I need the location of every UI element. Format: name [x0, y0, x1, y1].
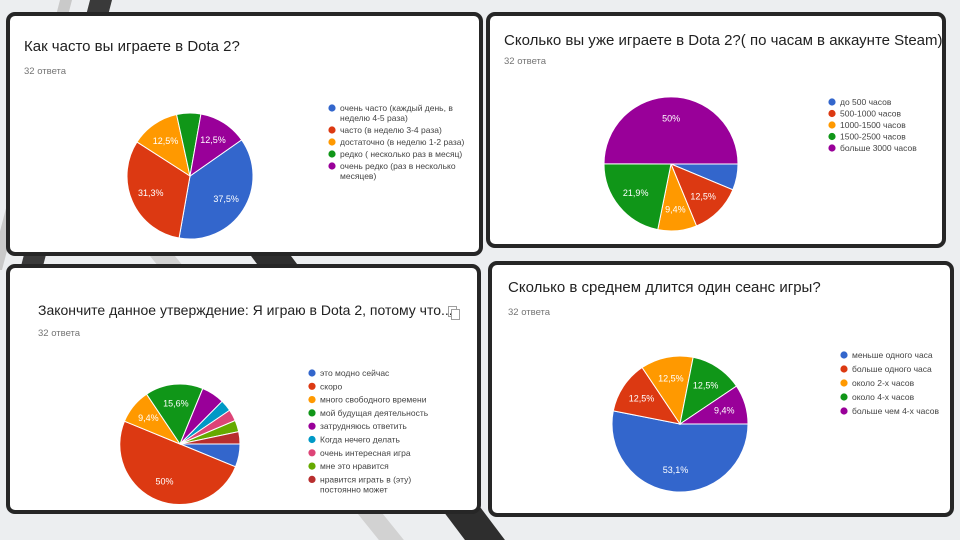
legend-entry: около 4-х часов	[852, 392, 915, 402]
slice-label: 9,4%	[665, 204, 686, 214]
legend-swatch	[328, 162, 336, 170]
legend-swatch	[840, 393, 848, 401]
pie-slice	[678, 385, 749, 425]
pie-slice	[611, 410, 749, 493]
pie-slice	[119, 420, 237, 506]
legend-entry: очень интересная игра	[320, 448, 411, 458]
response-count: 32 ответа	[504, 56, 547, 67]
response-count: 32 ответа	[508, 307, 551, 318]
slice-label: 37,5%	[213, 194, 239, 204]
legend-swatch	[840, 351, 848, 359]
slice-label: 12,5%	[658, 374, 684, 384]
legend-entry: больше одного часа	[852, 364, 932, 374]
chart-panel-hours-played: Сколько вы уже играете в Dota 2?( по час…	[486, 12, 946, 248]
legend-entry: мне это нравится	[320, 461, 389, 471]
copy-icon[interactable]	[448, 306, 460, 320]
slice-label: 12,5%	[690, 191, 716, 201]
legend-entry: часто (в неделю 3-4 раза)	[340, 125, 442, 135]
slice-label: 50%	[155, 477, 173, 487]
legend-entry: мой будущая деятельность	[320, 408, 429, 418]
legend-swatch	[308, 396, 316, 404]
pie-slice	[603, 163, 672, 231]
legend-entry: больше 3000 часов	[840, 143, 917, 153]
chart-panel-play-frequency: Как часто вы играете в Dota 2? 32 ответа…	[6, 12, 483, 256]
legend-swatch	[308, 475, 316, 483]
legend-swatch	[828, 132, 836, 141]
legend-entry: очень часто (каждый день, в неделю 4-5 ра…	[340, 103, 453, 123]
pie-slice	[189, 113, 243, 178]
pie-chart: 12,5% 9,4% 21,9% 50% до 500 часов 500-1000 ча…	[603, 96, 917, 232]
legend-swatch	[828, 109, 836, 118]
legend-entry: очень редко (раз в несколько месяцев)	[340, 161, 456, 181]
legend-swatch	[328, 138, 336, 146]
legend-swatch	[308, 369, 316, 377]
legend-swatch	[308, 382, 316, 390]
legend-entry: 1500-2500 часов	[840, 132, 906, 142]
legend-entry: около 2-х часов	[852, 378, 915, 388]
legend-swatch	[840, 365, 848, 373]
legend-entry: Когда нечего делать	[320, 435, 401, 445]
legend-entry: это модно сейчас	[320, 368, 390, 378]
response-count: 32 ответа	[24, 66, 67, 77]
legend-entry: затрудняюсь ответить	[320, 421, 407, 431]
legend-swatch	[828, 144, 836, 152]
legend-entry: нравится играть в (эту) постоянно может	[320, 474, 411, 494]
pie-chart: 37,5% 31,3% 12,5% 12,5% очень часто (каждый …	[126, 103, 464, 240]
legend-swatch	[328, 126, 336, 134]
slice-label: 31,3%	[138, 188, 164, 198]
chart-title: Закончите данное утверждение: Я играю в …	[38, 302, 453, 318]
legend-entry: достаточно (в неделю 1-2 раза)	[340, 137, 464, 147]
legend-entry: больше чем 4-х часов	[852, 406, 939, 416]
legend-entry: скоро	[320, 381, 343, 391]
legend-entry: много свободного времени	[320, 395, 427, 405]
pie-slice	[145, 383, 204, 446]
legend-entry: 500-1000 часов	[840, 109, 902, 119]
legend-swatch	[308, 422, 316, 430]
slice-label: 12,5%	[629, 393, 655, 403]
chart-panel-reason: Закончите данное утверждение: Я играю в …	[6, 264, 481, 514]
slice-label: 12,5%	[200, 135, 226, 145]
slice-label: 50%	[662, 113, 680, 123]
pie-slice	[178, 139, 254, 240]
legend-swatch	[328, 150, 336, 158]
legend-swatch	[308, 409, 316, 417]
chart-title: Сколько вы уже играете в Dota 2?( по час…	[504, 32, 943, 49]
slice-label: 9,4%	[138, 413, 159, 423]
pie-chart: 53,1%12,5%12,5%12,5%9,4%меньше одного ча…	[611, 350, 939, 493]
chart-title: Сколько в среднем длится один сеанс игры…	[508, 279, 821, 296]
legend-entry: 1000-1500 часов	[840, 120, 906, 130]
slice-label: 21,9%	[623, 188, 649, 198]
response-count: 32 ответа	[38, 328, 81, 339]
legend-swatch	[308, 462, 316, 470]
pie-slice	[603, 96, 739, 165]
legend-swatch	[840, 407, 848, 415]
pie-slice	[179, 431, 241, 445]
slice-label: 53,1%	[663, 465, 689, 475]
slice-label: 12,5%	[153, 136, 179, 146]
slice-label: 12,5%	[693, 381, 719, 391]
legend-swatch	[308, 449, 316, 457]
legend-swatch	[828, 121, 836, 129]
legend-entry: меньше одного часа	[852, 350, 933, 360]
legend-swatch	[840, 379, 848, 387]
slice-label: 9,4%	[714, 406, 735, 416]
legend-entry: до 500 часов	[840, 97, 892, 107]
legend-swatch	[828, 98, 836, 106]
chart-title: Как часто вы играете в Dota 2?	[24, 38, 240, 55]
legend-entry: редко ( несколько раз в месяц)	[340, 149, 462, 159]
slice-label: 15,6%	[163, 398, 189, 408]
legend-swatch	[328, 104, 336, 112]
pie-chart: 50% 9,4% 15,6% это модно сейчас скоро много с…	[119, 368, 429, 506]
legend-swatch	[308, 435, 316, 444]
chart-panel-session-length: Сколько в среднем длится один сеанс игры…	[488, 261, 954, 517]
